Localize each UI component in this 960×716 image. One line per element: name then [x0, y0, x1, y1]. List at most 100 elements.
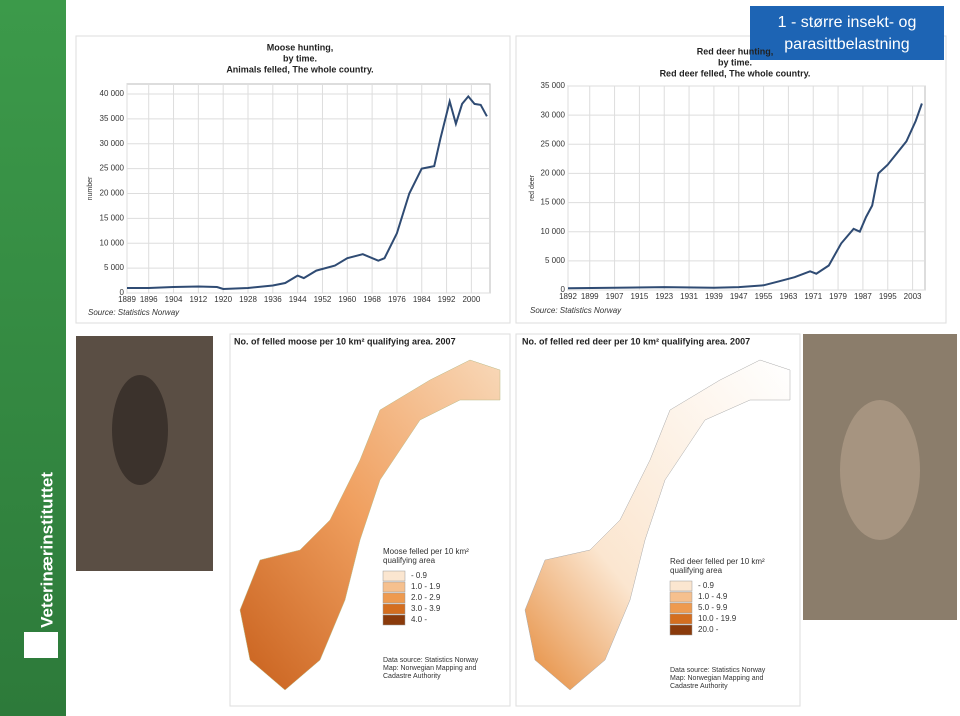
legend-title: qualifying area — [670, 566, 723, 575]
x-tick-label: 1923 — [655, 292, 673, 301]
legend-label: 10.0 - 19.9 — [698, 614, 737, 623]
data-line — [127, 94, 488, 291]
header-text: parasittbelastning — [784, 36, 909, 53]
legend-swatch — [382, 592, 406, 604]
x-tick-label: 1896 — [140, 295, 158, 304]
x-tick-label: 2000 — [462, 295, 480, 304]
y-tick-label: 35 000 — [541, 81, 566, 90]
legend-label: 3.0 - 3.9 — [411, 604, 441, 613]
x-tick-label: 1907 — [606, 292, 624, 301]
moose-map — [239, 359, 501, 691]
plot-area — [567, 85, 926, 291]
x-tick-label: 1984 — [413, 295, 431, 304]
x-tick-label: 1947 — [730, 292, 748, 301]
moose-photo-detail — [112, 375, 168, 485]
legend-title: qualifying area — [383, 556, 436, 565]
map-source: Data source: Statistics Norway — [383, 657, 479, 664]
y-tick-label: 25 000 — [541, 139, 566, 148]
y-tick-label: 20 000 — [100, 189, 125, 198]
y-tick-label: 5 000 — [104, 263, 125, 272]
y-tick-label: 10 000 — [541, 227, 566, 236]
legend-title: Red deer felled per 10 km² — [670, 557, 765, 566]
logo-icon — [24, 632, 58, 658]
chart-title: Moose hunting, — [267, 42, 334, 52]
legend-swatch — [669, 591, 693, 603]
y-tick-label: 35 000 — [100, 114, 125, 123]
x-tick-label: 1995 — [879, 292, 897, 301]
map-source: Cadastre Authority — [383, 673, 441, 680]
map-title: No. of felled red deer per 10 km² qualif… — [522, 336, 750, 346]
x-tick-label: 1976 — [388, 295, 406, 304]
x-tick-label: 1944 — [289, 295, 307, 304]
data-line — [567, 103, 923, 290]
x-tick-label: 2003 — [904, 292, 922, 301]
x-tick-label: 1899 — [581, 292, 599, 301]
x-tick-label: 1889 — [118, 295, 136, 304]
x-tick-label: 1912 — [189, 295, 207, 304]
x-tick-label: 1928 — [239, 295, 257, 304]
legend-label: 5.0 - 9.9 — [698, 603, 728, 612]
legend-swatch — [669, 624, 693, 636]
x-tick-label: 1960 — [338, 295, 356, 304]
x-tick-label: 1968 — [363, 295, 381, 304]
header-text: 1 - større insekt- og — [778, 14, 917, 31]
map-title: No. of felled moose per 10 km² qualifyin… — [234, 336, 456, 346]
header-box — [750, 6, 944, 60]
y-tick-label: 25 000 — [100, 164, 125, 173]
x-tick-label: 1892 — [559, 292, 577, 301]
map-source: Cadastre Authority — [670, 683, 728, 690]
x-tick-label: 1939 — [705, 292, 723, 301]
legend-swatch — [382, 603, 406, 615]
legend-swatch — [669, 602, 693, 614]
plot-area — [126, 83, 491, 294]
chart-title: by time. — [718, 57, 752, 67]
legend-title: Moose felled per 10 km² — [383, 547, 469, 556]
x-tick-label: 1963 — [780, 292, 798, 301]
chart-title: Red deer hunting, — [697, 46, 774, 56]
y-tick-label: 15 000 — [100, 213, 125, 222]
y-tick-label: 5 000 — [545, 256, 566, 265]
chart-title: Red deer felled, The whole country. — [660, 68, 811, 78]
x-tick-label: 1904 — [165, 295, 183, 304]
map-source: Map: Norwegian Mapping and — [670, 675, 763, 682]
y-tick-label: 20 000 — [541, 169, 566, 178]
legend-swatch — [669, 613, 693, 625]
x-tick-label: 1931 — [680, 292, 698, 301]
y-tick-label: 0 — [561, 285, 566, 294]
legend-label: - 0.9 — [411, 571, 428, 580]
y-tick-label: 30 000 — [541, 110, 566, 119]
legend-label: 1.0 - 1.9 — [411, 582, 441, 591]
x-tick-label: 1979 — [829, 292, 847, 301]
legend-swatch — [669, 580, 693, 592]
deer-photo-detail — [840, 400, 920, 540]
map-source: Map: Norwegian Mapping and — [383, 665, 476, 672]
map-source: Data source: Statistics Norway — [670, 667, 766, 674]
legend-swatch — [382, 570, 406, 582]
y-axis-label: number — [87, 176, 94, 200]
y-axis-label: red deer — [529, 174, 536, 201]
x-tick-label: 1971 — [804, 292, 822, 301]
chart-title: Animals felled, The whole country. — [226, 64, 373, 74]
legend-label: 20.0 - — [698, 625, 719, 634]
legend-swatch — [382, 614, 406, 626]
x-tick-label: 1920 — [214, 295, 232, 304]
x-tick-label: 1992 — [438, 295, 456, 304]
y-tick-label: 40 000 — [100, 89, 125, 98]
y-tick-label: 0 — [120, 288, 125, 297]
legend-label: 2.0 - 2.9 — [411, 593, 441, 602]
y-tick-label: 15 000 — [541, 198, 566, 207]
x-tick-label: 1936 — [264, 295, 282, 304]
source-note: Source: Statistics Norway — [88, 308, 180, 317]
x-tick-label: 1952 — [314, 295, 332, 304]
x-tick-label: 1915 — [631, 292, 649, 301]
y-tick-label: 30 000 — [100, 139, 125, 148]
y-tick-label: 10 000 — [100, 238, 125, 247]
side-strip — [0, 0, 66, 716]
logo-text: Veterinærinstituttet — [37, 472, 56, 628]
legend-label: 1.0 - 4.9 — [698, 592, 728, 601]
legend-swatch — [382, 581, 406, 593]
chart-title: by time. — [283, 53, 317, 63]
legend-label: - 0.9 — [698, 581, 715, 590]
source-note: Source: Statistics Norway — [530, 306, 622, 315]
